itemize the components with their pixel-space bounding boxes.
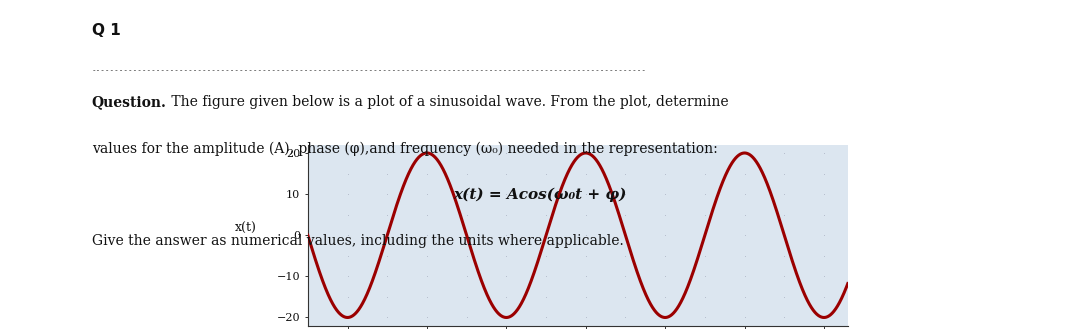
- Text: Question.: Question.: [92, 95, 166, 110]
- Text: values for the amplitude (A), phase (φ),and frequency (ω₀) needed in the represe: values for the amplitude (A), phase (φ),…: [92, 141, 717, 156]
- Text: Q 1: Q 1: [92, 23, 121, 38]
- Text: Give the answer as numerical values, including the units where applicable.: Give the answer as numerical values, inc…: [92, 234, 623, 248]
- Text: The figure given below is a plot of a sinusoidal wave. From the plot, determine: The figure given below is a plot of a si…: [167, 95, 729, 110]
- Y-axis label: x(t): x(t): [235, 222, 257, 235]
- Text: --------------------------------------------------------------------------------: ----------------------------------------…: [92, 66, 647, 75]
- Text: x(t) = Acos(ω₀t + φ): x(t) = Acos(ω₀t + φ): [454, 188, 626, 202]
